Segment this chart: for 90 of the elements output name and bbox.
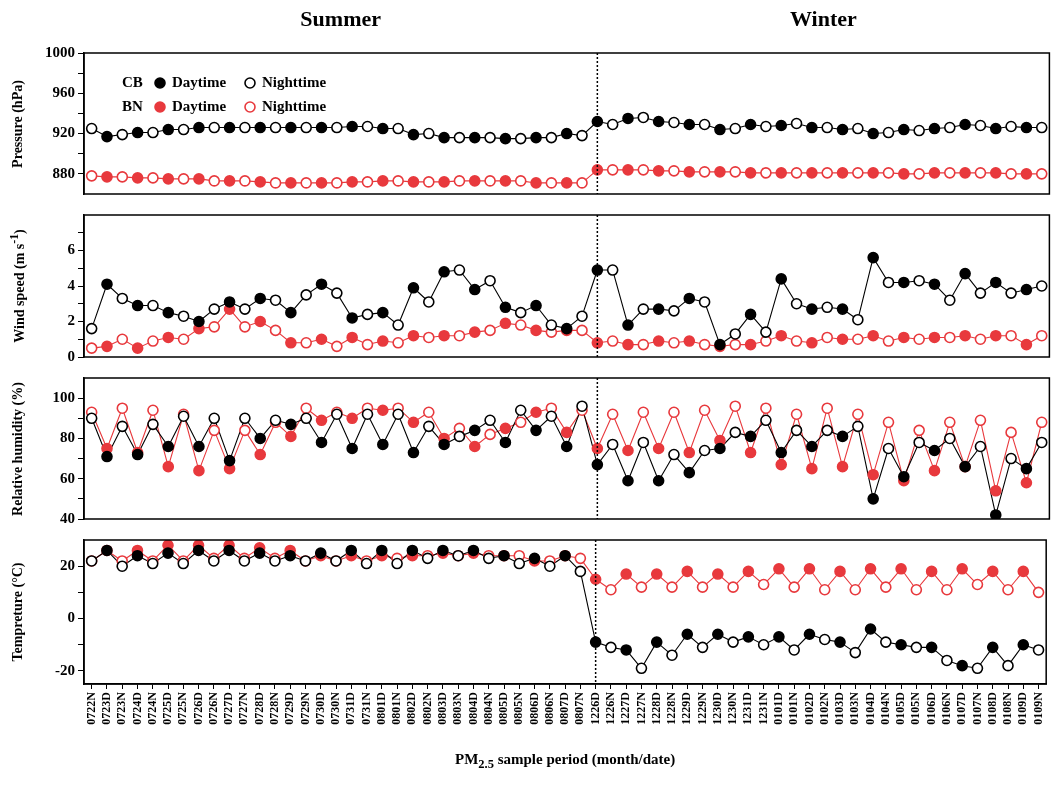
x-tick-label: 0729N — [297, 691, 312, 725]
y-tick-label: 0 — [67, 347, 75, 364]
x-tick-label: 0804N — [480, 691, 495, 725]
x-tick-label: 0107D — [954, 691, 969, 725]
y-tick-label: 960 — [52, 84, 75, 101]
x-tick-label: 0730D — [312, 691, 327, 725]
y-tick-label: 60 — [60, 469, 75, 486]
x-tick-label: 1230D — [709, 691, 724, 725]
x-tick-label: 1229D — [679, 691, 694, 725]
y-tick-label: 920 — [52, 124, 75, 141]
x-tick-label: 0730N — [328, 691, 343, 725]
y-tick-label: 880 — [52, 164, 75, 181]
x-tick-label: 0724D — [129, 691, 144, 725]
x-tick-label: 0727N — [236, 691, 251, 725]
y-axis-title: Relative humidity (%) — [10, 381, 26, 516]
x-tick-label: 0723D — [99, 691, 113, 725]
x-tick-label: 0109N — [1030, 691, 1045, 725]
x-tick-label: 0107N — [969, 691, 984, 725]
x-tick-label: 0103N — [847, 691, 862, 725]
x-tick-label: 0806D — [526, 691, 541, 725]
x-tick-label: 0805D — [496, 691, 511, 725]
annotation: BN — [122, 97, 143, 114]
y-tick-label: 20 — [60, 557, 75, 574]
x-tick-label: 0723N — [114, 691, 129, 725]
x-tick-label: 0731D — [343, 691, 358, 725]
y-tick-label: 6 — [67, 241, 76, 258]
x-tick-label: 0804D — [465, 691, 480, 725]
x-tick-label: 1231N — [755, 691, 770, 725]
x-tick-label: 1226D — [587, 691, 602, 725]
y-axis-title: Pressure (hPa) — [10, 79, 26, 168]
x-tick-label: 0728D — [251, 691, 266, 725]
x-tick-label: 1230N — [725, 691, 740, 725]
x-tick-label: 0806N — [541, 691, 556, 725]
legend-label: Nighttime — [262, 97, 327, 114]
x-tick-label: 0801D — [373, 691, 388, 725]
x-tick-label: 1228D — [648, 691, 663, 725]
x-tick-label: 0722N — [83, 691, 98, 725]
x-tick-label: 0805N — [511, 691, 526, 725]
x-tick-label: 0105N — [908, 691, 923, 725]
y-tick-label: 4 — [67, 276, 76, 293]
x-tick-label: 1226N — [603, 691, 617, 725]
x-tick-label: 1228N — [664, 691, 679, 725]
x-tick-label: 0725N — [175, 691, 190, 725]
x-tick-label: 0801N — [389, 691, 404, 725]
x-tick-label: 0102D — [801, 691, 816, 725]
x-axis-title: PM$_{2.5}$ sample period (month/date) — [454, 751, 676, 772]
x-tick-label: 0807N — [572, 691, 587, 725]
x-tick-label: 0803D — [435, 691, 449, 725]
x-tick-label: 1227N — [633, 691, 648, 725]
y-tick-label: 40 — [60, 509, 75, 526]
x-tick-label: 0802N — [419, 691, 434, 725]
x-tick-label: 1229N — [694, 691, 709, 725]
text: Winter — [789, 6, 857, 32]
x-tick-label: 0101N — [786, 691, 801, 725]
y-tick-label: 1000 — [45, 43, 75, 60]
x-tick-label: 0725D — [160, 691, 175, 725]
x-tick-label: 0802D — [404, 691, 419, 725]
x-tick-label: 0729D — [282, 691, 297, 725]
x-tick-label: 0728N — [267, 691, 281, 725]
x-tick-label: 0727D — [221, 691, 236, 725]
x-tick-label: 0108N — [1000, 691, 1015, 725]
x-tick-label: 0726N — [205, 691, 220, 725]
x-tick-label: 1227D — [618, 691, 633, 725]
y-tick-label: 100 — [52, 389, 75, 406]
x-tick-label: 0731N — [358, 691, 373, 725]
x-tick-label: 0724N — [144, 691, 159, 725]
x-tick-label: 0726D — [190, 691, 205, 725]
x-tick-label: 0102N — [816, 691, 831, 725]
x-tick-label: 0108D — [984, 691, 999, 725]
x-tick-label: 0803N — [450, 691, 465, 725]
x-tick-label: 0104N — [877, 691, 892, 725]
annotation: CB — [122, 73, 143, 90]
y-tick-label: 80 — [60, 429, 75, 446]
x-tick-label: 0109D — [1015, 691, 1030, 725]
text: Summer — [300, 6, 381, 32]
y-tick-label: 2 — [67, 312, 75, 329]
legend-label: Nighttime — [262, 73, 327, 90]
y-axis-title: Tempreture (°C) — [10, 562, 26, 662]
legend-label: Daytime — [172, 73, 227, 90]
y-tick-label: 0 — [67, 609, 75, 626]
x-tick-label: 0103D — [832, 691, 847, 725]
x-tick-label: 0104D — [862, 691, 877, 725]
x-tick-label: 0106N — [939, 691, 953, 725]
legend-label: Daytime — [172, 97, 227, 114]
x-tick-label: 0105D — [893, 691, 908, 725]
x-tick-label: 1231D — [740, 691, 755, 725]
x-tick-label: 0101D — [771, 691, 785, 725]
x-tick-label: 0807D — [557, 691, 572, 725]
x-tick-label: 0106D — [923, 691, 938, 725]
y-tick-label: -20 — [55, 661, 75, 678]
